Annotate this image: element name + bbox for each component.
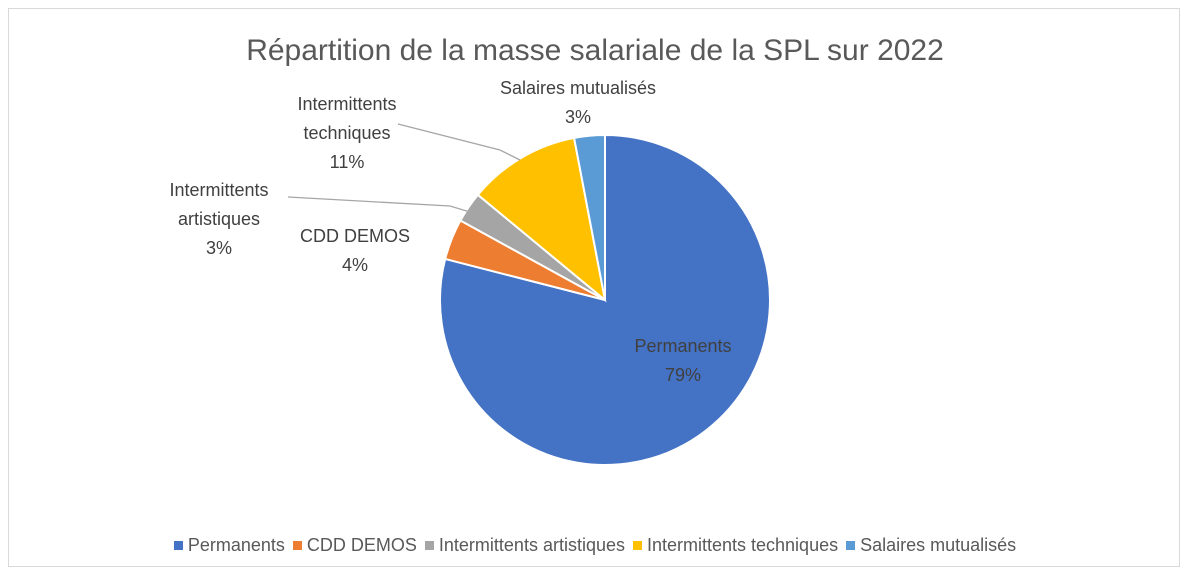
- pie-slice: [572, 133, 606, 301]
- data-label: Intermittents artistiques 3%: [144, 176, 294, 263]
- data-label-name: Salaires mutualisés: [499, 78, 657, 98]
- legend-item: Intermittents artistiques: [424, 535, 625, 556]
- legend-label: Permanents: [187, 535, 285, 555]
- data-label-value: 3%: [205, 238, 232, 258]
- chart-title: Répartition de la masse salariale de la …: [246, 34, 944, 67]
- legend-item: Permanents: [173, 535, 285, 556]
- legend-item: CDD DEMOS: [292, 535, 417, 556]
- pie-slice: [439, 133, 771, 466]
- data-label-name: CDD DEMOS: [299, 226, 410, 246]
- data-label-value: 79%: [664, 365, 702, 385]
- legend-swatch: [173, 541, 183, 550]
- data-label: Intermittents techniques 11%: [277, 90, 417, 177]
- data-label: Permanents 79%: [603, 332, 763, 390]
- data-label-value: 4%: [341, 255, 368, 275]
- chart-frame: [8, 8, 1180, 567]
- legend-swatch: [846, 541, 856, 550]
- data-label-value: 3%: [564, 107, 591, 127]
- data-label: CDD DEMOS 4%: [285, 222, 425, 280]
- legend-swatch: [424, 541, 434, 550]
- legend-swatch: [292, 541, 302, 550]
- legend-item: Salaires mutualisés: [846, 535, 1016, 556]
- leader-line: [397, 123, 521, 161]
- leader-line: [287, 196, 471, 213]
- legend-label: Salaires mutualisés: [860, 535, 1017, 555]
- data-label-value: 11%: [329, 152, 365, 172]
- legend: Permanents CDD DEMOS Intermittents artisti…: [0, 535, 1190, 556]
- legend-label: Intermittents artistiques: [438, 535, 625, 555]
- data-label-name: Intermittents techniques: [297, 94, 397, 143]
- data-label-name: Intermittents artistiques: [169, 180, 269, 229]
- data-label-name: Permanents: [634, 336, 732, 356]
- pie-slice: [476, 136, 607, 303]
- data-label: Salaires mutualisés 3%: [478, 74, 678, 132]
- legend-label: CDD DEMOS: [306, 535, 417, 555]
- legend-item: Intermittents techniques: [632, 535, 839, 556]
- legend-label: Intermittents techniques: [646, 535, 839, 555]
- legend-swatch: [632, 541, 642, 550]
